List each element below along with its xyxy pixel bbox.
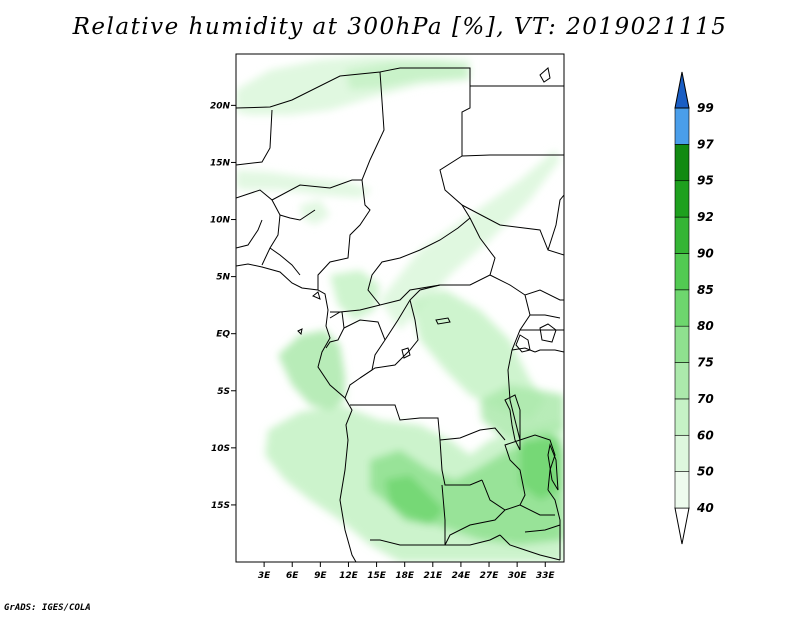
colorbar-label: 92 (697, 210, 714, 224)
lon-tick-label: 30E (508, 571, 528, 581)
colorbar-label: 95 (697, 174, 714, 188)
colorbar-label: 75 (697, 356, 714, 370)
humidity-shading (236, 56, 564, 562)
lon-tick-label: 12E (339, 571, 359, 581)
colorbar-label: 99 (697, 101, 714, 115)
humidity-area-lakes (480, 385, 564, 440)
lon-tick-label: 9E (314, 571, 327, 581)
lat-tick-label: 5N (216, 273, 230, 283)
lat-tick-label: 15S (211, 501, 230, 511)
colorbar-segment (674, 253, 690, 291)
humidity-area-nigeria (300, 200, 330, 225)
colorbar-under-triangle (674, 507, 690, 545)
lon-tick-label: 27E (480, 571, 500, 581)
colorbar-segment (674, 107, 690, 145)
lat-tick-label: 20N (210, 101, 231, 111)
colorbar-segment (674, 362, 690, 400)
lat-tick-label: 10S (211, 444, 230, 454)
lat-tick-label: 10N (210, 216, 231, 226)
colorbar-label: 85 (697, 283, 714, 297)
lat-tick-label: EQ (216, 330, 230, 340)
lon-tick-label: 18E (395, 571, 415, 581)
humidity-area-sahel (236, 170, 372, 198)
colorbar-segment (674, 144, 690, 182)
colorbar-segment (674, 434, 690, 472)
map-frame (235, 53, 565, 563)
colorbar-segment (674, 471, 690, 509)
colorbar-label: 50 (697, 465, 714, 479)
humidity-area-central (380, 150, 560, 330)
latitude-ticks: 20N 15N 10N 5N EQ 5S 10S 15S (210, 101, 236, 511)
lon-tick-label: 33E (536, 571, 556, 581)
lon-tick-label: 21E (423, 571, 443, 581)
humidity-area-coast (278, 330, 345, 410)
humidity-area-north-core (345, 62, 468, 90)
colorbar-segment (674, 289, 690, 327)
lon-tick-label: 15E (367, 571, 387, 581)
lat-tick-label: 15N (210, 158, 231, 168)
lon-tick-label: 3E (258, 571, 271, 581)
lon-tick-label: 6E (286, 571, 299, 581)
credit-label: GrADS: IGES/COLA (4, 603, 91, 613)
colorbar-label: 70 (697, 392, 714, 406)
colorbar: 40 50 60 70 75 80 85 90 92 95 97 99 (674, 71, 714, 545)
lon-tick-label: 24E (452, 571, 472, 581)
humidity-area-south-peak (385, 475, 445, 525)
longitude-ticks: 3E 6E 9E 12E 15E 18E 21E 24E 27E 30E 33E (258, 562, 556, 581)
colorbar-segment (674, 180, 690, 218)
lat-tick-label: 5S (217, 387, 230, 397)
colorbar-label: 97 (697, 137, 714, 151)
colorbar-label: 40 (696, 501, 714, 515)
chart-title: Relative humidity at 300hPa [%], VT: 201… (72, 14, 728, 40)
humidity-area-cameroon (330, 270, 380, 320)
country-borders (236, 67, 564, 562)
colorbar-segment (674, 398, 690, 436)
colorbar-label: 60 (697, 428, 714, 442)
colorbar-segment (674, 325, 690, 363)
colorbar-segment (674, 216, 690, 254)
colorbar-label: 90 (697, 246, 714, 260)
colorbar-over-triangle (674, 71, 690, 109)
colorbar-label: 80 (697, 319, 714, 333)
humidity-area-east-peak (520, 430, 560, 500)
